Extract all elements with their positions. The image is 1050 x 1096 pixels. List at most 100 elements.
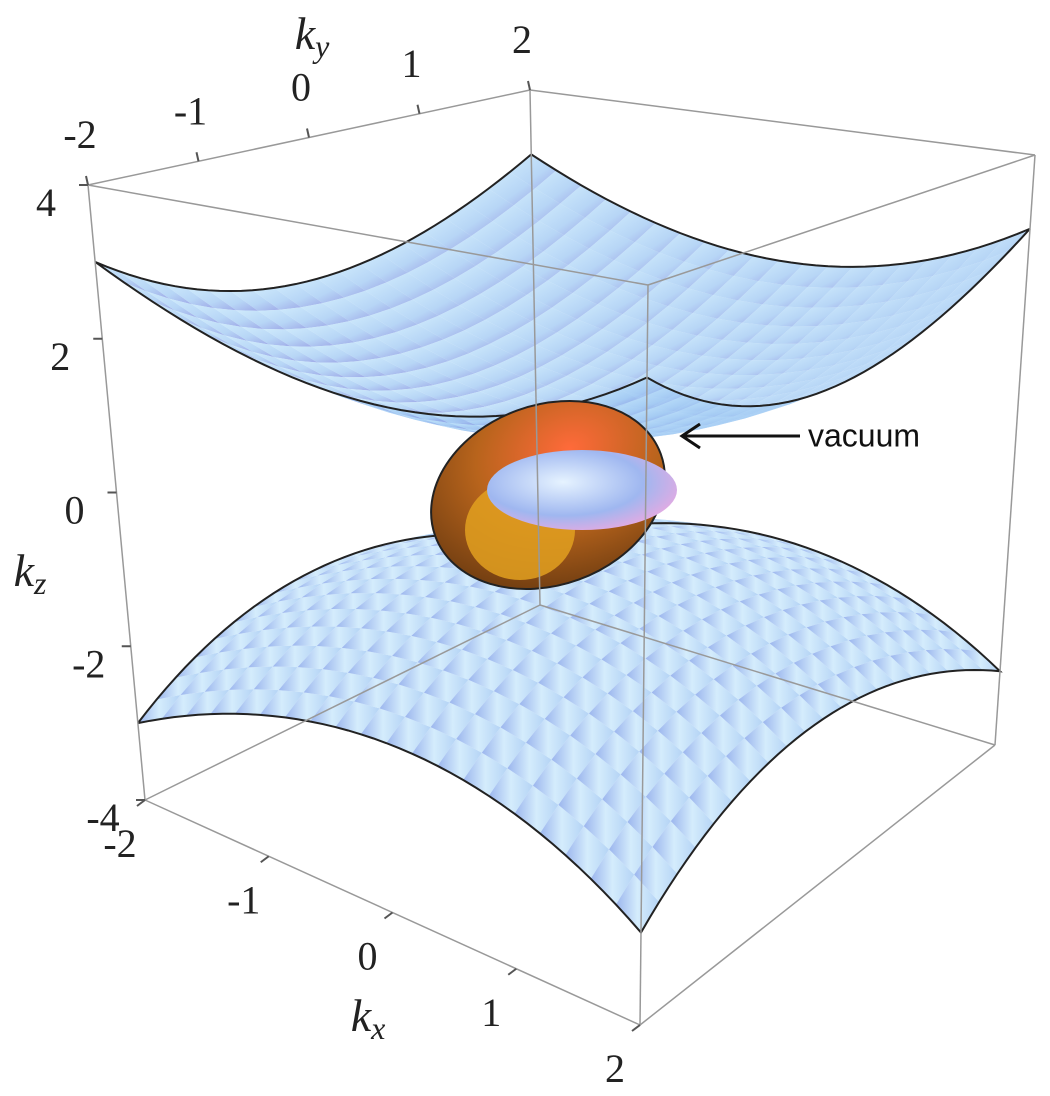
x-tick <box>260 855 270 864</box>
surface-patch <box>857 263 903 288</box>
surface-patch <box>233 601 278 623</box>
surface-patch <box>263 328 313 347</box>
surface-patch <box>398 662 443 693</box>
surface-patch <box>355 593 401 611</box>
surface-patch <box>795 372 841 392</box>
surface-patch <box>360 708 406 744</box>
surface-patch <box>417 315 465 340</box>
surface-patch <box>806 621 849 647</box>
surface-patch <box>756 673 800 708</box>
z-tick-label: -2 <box>72 641 105 686</box>
surface-patch <box>546 376 592 395</box>
surface-patch <box>262 610 307 631</box>
surface-patch <box>468 659 513 692</box>
surface-patch <box>253 666 298 691</box>
surface-patch <box>652 582 697 605</box>
surface-patch <box>214 616 258 640</box>
surface-patch <box>696 587 740 610</box>
surface-patch <box>423 670 469 703</box>
surface-patch <box>349 315 397 338</box>
surface-patch <box>707 756 751 802</box>
surface-patch <box>380 594 426 614</box>
surface-patch <box>795 582 838 601</box>
surface-patch <box>659 233 705 262</box>
surface-patch <box>827 568 870 583</box>
surface-patch <box>481 727 527 769</box>
surface-patch <box>745 617 789 644</box>
surface-patch <box>682 732 727 776</box>
surface-patch <box>400 579 445 597</box>
surface-patch <box>775 540 818 552</box>
surface-patch <box>500 598 546 623</box>
surface-patch <box>788 627 831 654</box>
surface-patch <box>744 722 788 763</box>
x-tick-label: -1 <box>227 877 260 922</box>
surface-patch <box>918 281 965 309</box>
surface-patch <box>732 360 778 376</box>
surface-patch <box>512 650 558 683</box>
surface-patch <box>455 606 501 631</box>
surface-patch <box>647 306 693 330</box>
surface-patch <box>485 308 532 334</box>
surface-patch <box>295 278 345 304</box>
surface-patch <box>638 387 685 407</box>
surface-patch <box>690 568 735 588</box>
surface-patch <box>733 403 779 417</box>
surface-patch <box>814 581 857 598</box>
surface-patch <box>341 628 387 652</box>
surface-patch <box>867 296 913 321</box>
surface-patch <box>670 525 715 532</box>
surface-patch <box>445 204 493 236</box>
surface-patch <box>677 335 723 356</box>
surface-patch <box>532 759 577 805</box>
surface-patch <box>278 667 323 693</box>
surface-patch <box>269 344 318 363</box>
surface-patch <box>330 593 376 610</box>
x-tick <box>507 967 517 976</box>
surface-patch <box>958 238 1005 270</box>
surface-patch <box>402 231 451 262</box>
surface-patch <box>540 355 587 377</box>
surface-patch <box>898 300 945 327</box>
surface-patch <box>608 580 653 603</box>
surface-patch <box>709 526 753 534</box>
surface-patch <box>118 270 170 299</box>
surface-patch <box>873 308 919 334</box>
surface-patch <box>799 684 842 719</box>
surface-patch <box>360 254 408 283</box>
surface-patch <box>938 260 985 290</box>
surface-patch <box>897 612 939 631</box>
surface-patch <box>984 228 1030 261</box>
surface-patch <box>821 364 867 385</box>
surface-patch <box>424 218 472 250</box>
surface-patch <box>713 665 757 700</box>
surface-patch <box>513 188 561 221</box>
surface-patch <box>238 613 282 634</box>
surface-patch <box>365 555 411 569</box>
surface-patch <box>301 303 350 326</box>
surface-patch <box>713 275 759 301</box>
surface-patch <box>436 623 482 650</box>
surface-patch <box>676 694 720 733</box>
surface-patch <box>510 321 557 346</box>
surface-patch <box>747 325 793 344</box>
surface-patch <box>373 655 418 685</box>
surface-patch <box>689 775 733 824</box>
surface-patch <box>328 672 374 702</box>
surface-patch <box>704 549 748 564</box>
surface-patch <box>925 649 966 672</box>
y-tick <box>85 175 89 186</box>
surface-patch <box>550 617 596 646</box>
surface-patch <box>790 568 833 583</box>
surface-patch <box>361 610 406 632</box>
surface-patch <box>496 237 544 268</box>
x-tick <box>383 911 394 920</box>
surface-patch <box>259 690 304 718</box>
y-tick-label: -1 <box>174 88 207 133</box>
surface-patch <box>932 247 979 276</box>
surface-patch <box>718 538 762 548</box>
surface-patch <box>312 345 360 363</box>
surface-patch <box>853 326 899 350</box>
surface-patch <box>95 261 147 292</box>
